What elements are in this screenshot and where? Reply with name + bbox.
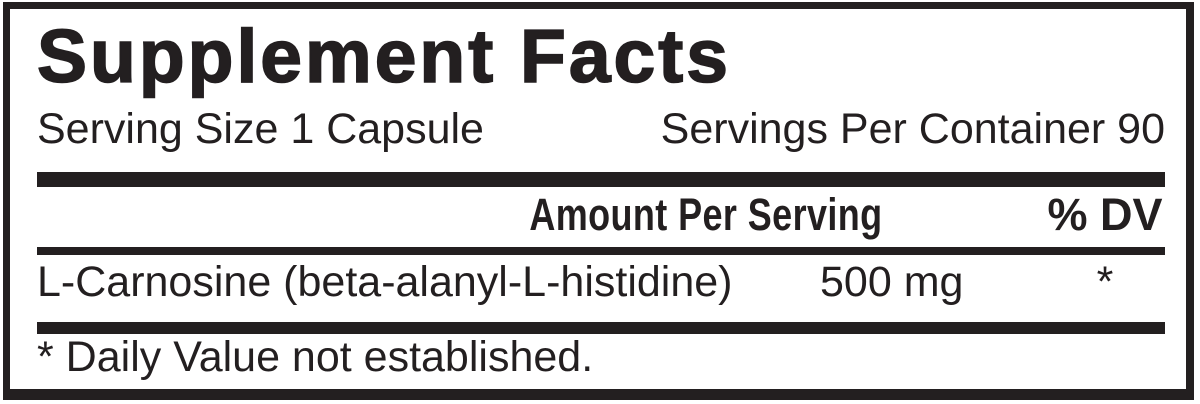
daily-value-footnote: * Daily Value not established.: [37, 333, 594, 381]
percent-dv-header: % DV: [1047, 189, 1163, 240]
thick-divider-bar: [37, 172, 1165, 187]
serving-size-text: Serving Size 1 Capsule: [37, 105, 484, 153]
footnote-divider-rule: [37, 322, 1165, 334]
ingredient-dv-asterisk: *: [1096, 258, 1114, 306]
column-header-row: Amount Per Serving % DV: [37, 192, 1165, 237]
ingredient-row: L-Carnosine (beta-alanyl-L-histidine) 50…: [37, 261, 1165, 304]
ingredient-amount: 500 mg: [820, 258, 964, 306]
ingredient-name: L-Carnosine (beta-alanyl-L-histidine): [37, 258, 733, 306]
amount-per-serving-header: Amount Per Serving: [529, 189, 883, 240]
supplement-facts-title: Supplement Facts: [36, 14, 731, 98]
serving-info-row: Serving Size 1 Capsule Servings Per Cont…: [37, 108, 1165, 151]
servings-per-container-text: Servings Per Container 90: [660, 105, 1165, 153]
header-divider-rule: [37, 247, 1165, 255]
supplement-facts-panel: Supplement Facts Serving Size 1 Capsule …: [3, 2, 1194, 400]
